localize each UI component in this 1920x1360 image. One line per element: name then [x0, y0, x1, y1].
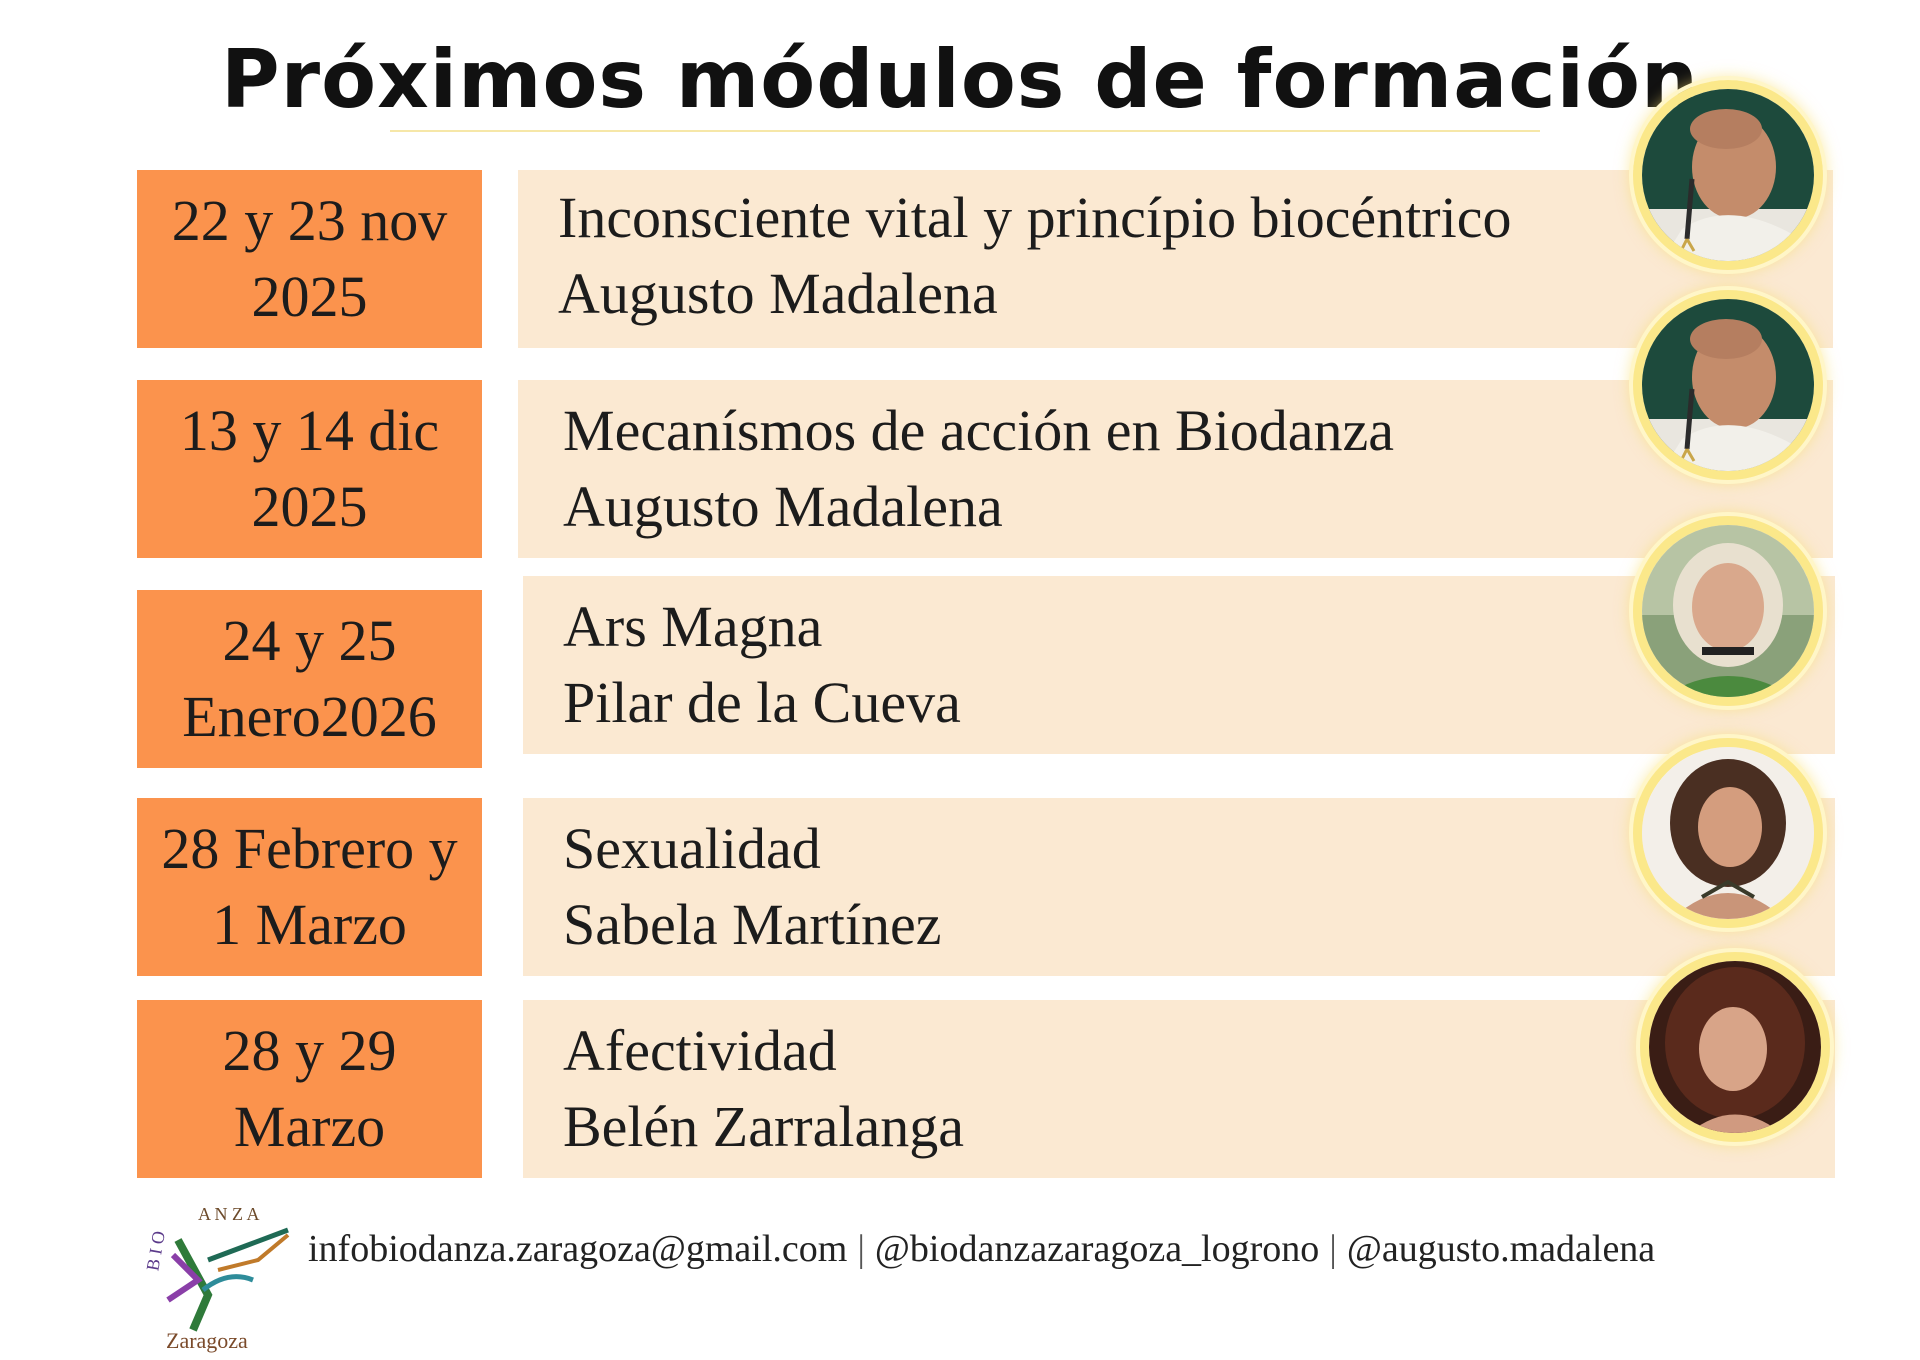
- svg-text:B I O: B I O: [142, 1229, 169, 1272]
- portrait-belen-zarralanga: [1640, 952, 1830, 1142]
- footer-separator: |: [857, 1228, 865, 1270]
- module-date-line1: 28 y 29: [222, 1018, 397, 1083]
- portrait-pilar-de-la-cueva: [1633, 516, 1823, 706]
- module-date-box: 28 Febrero y 1 Marzo: [137, 798, 482, 976]
- module-teacher: Sabela Martínez: [563, 892, 942, 957]
- module-date-box: 13 y 14 dic 2025: [137, 380, 482, 558]
- module-info-box: Sexualidad Sabela Martínez: [523, 798, 1835, 976]
- module-info-box: Ars Magna Pilar de la Cueva: [523, 576, 1835, 754]
- footer-contacts: infobiodanza.zaragoza@gmail.com | @biodanz…: [308, 1225, 1655, 1273]
- svg-text:A N Z A: A N Z A: [198, 1204, 260, 1224]
- footer-instagram-1[interactable]: @biodanzazaragoza_logrono: [874, 1228, 1320, 1270]
- module-date-line1: 24 y 25: [222, 608, 397, 673]
- module-date-line2: 1 Marzo: [212, 892, 407, 957]
- portrait-sabela-martinez: [1633, 738, 1823, 928]
- module-date-line2: Marzo: [233, 1094, 386, 1159]
- page-title: Próximos módulos de formación: [221, 33, 1699, 126]
- module-date-line2: Enero2026: [182, 684, 437, 749]
- module-date-box: 22 y 23 nov 2025: [137, 170, 482, 348]
- footer-email[interactable]: infobiodanza.zaragoza@gmail.com: [308, 1228, 848, 1270]
- biodanza-zaragoza-logo: B I O A N Z A Zaragoza: [138, 1200, 298, 1355]
- module-row: 28 y 29 Marzo Afectividad Belén Zarralan…: [0, 1000, 1920, 1178]
- module-topic: Ars Magna: [563, 594, 823, 659]
- module-topic: Sexualidad: [563, 816, 821, 881]
- module-row: 28 Febrero y 1 Marzo Sexualidad Sabela M…: [0, 798, 1920, 976]
- portrait-augusto-madalena: [1633, 80, 1823, 270]
- footer-separator: |: [1329, 1228, 1337, 1270]
- module-topic: Mecanísmos de acción en Biodanza: [563, 398, 1395, 463]
- svg-text:Zaragoza: Zaragoza: [166, 1328, 248, 1353]
- module-info-box: Mecanísmos de acción en Biodanza Augusto…: [518, 380, 1833, 558]
- module-topic: Inconsciente vital y princípio biocéntri…: [558, 185, 1512, 250]
- module-topic: Afectividad: [563, 1018, 837, 1083]
- footer-instagram-2[interactable]: @augusto.madalena: [1346, 1228, 1656, 1270]
- portrait-augusto-madalena: [1633, 290, 1823, 480]
- module-teacher: Augusto Madalena: [563, 474, 1003, 539]
- module-date-line1: 22 y 23 nov: [171, 188, 448, 253]
- module-date-line2: 2025: [251, 474, 368, 539]
- module-row: 13 y 14 dic 2025 Mecanísmos de acción en…: [0, 380, 1920, 558]
- module-date-box: 28 y 29 Marzo: [137, 1000, 482, 1178]
- module-row: 22 y 23 nov 2025 Inconsciente vital y pr…: [0, 170, 1920, 348]
- module-teacher: Pilar de la Cueva: [563, 670, 961, 735]
- module-date-line2: 2025: [251, 264, 368, 329]
- module-info-box: Afectividad Belén Zarralanga: [523, 1000, 1835, 1178]
- module-date-line1: 28 Febrero y: [161, 816, 458, 881]
- module-teacher: Augusto Madalena: [558, 261, 998, 326]
- module-date-line1: 13 y 14 dic: [179, 398, 440, 463]
- module-row: 24 y 25 Enero2026 Ars Magna Pilar de la …: [0, 576, 1920, 768]
- title-underline: [390, 130, 1540, 132]
- module-teacher: Belén Zarralanga: [563, 1094, 964, 1159]
- module-info-box: Inconsciente vital y princípio biocéntri…: [518, 170, 1833, 348]
- module-date-box: 24 y 25 Enero2026: [137, 590, 482, 768]
